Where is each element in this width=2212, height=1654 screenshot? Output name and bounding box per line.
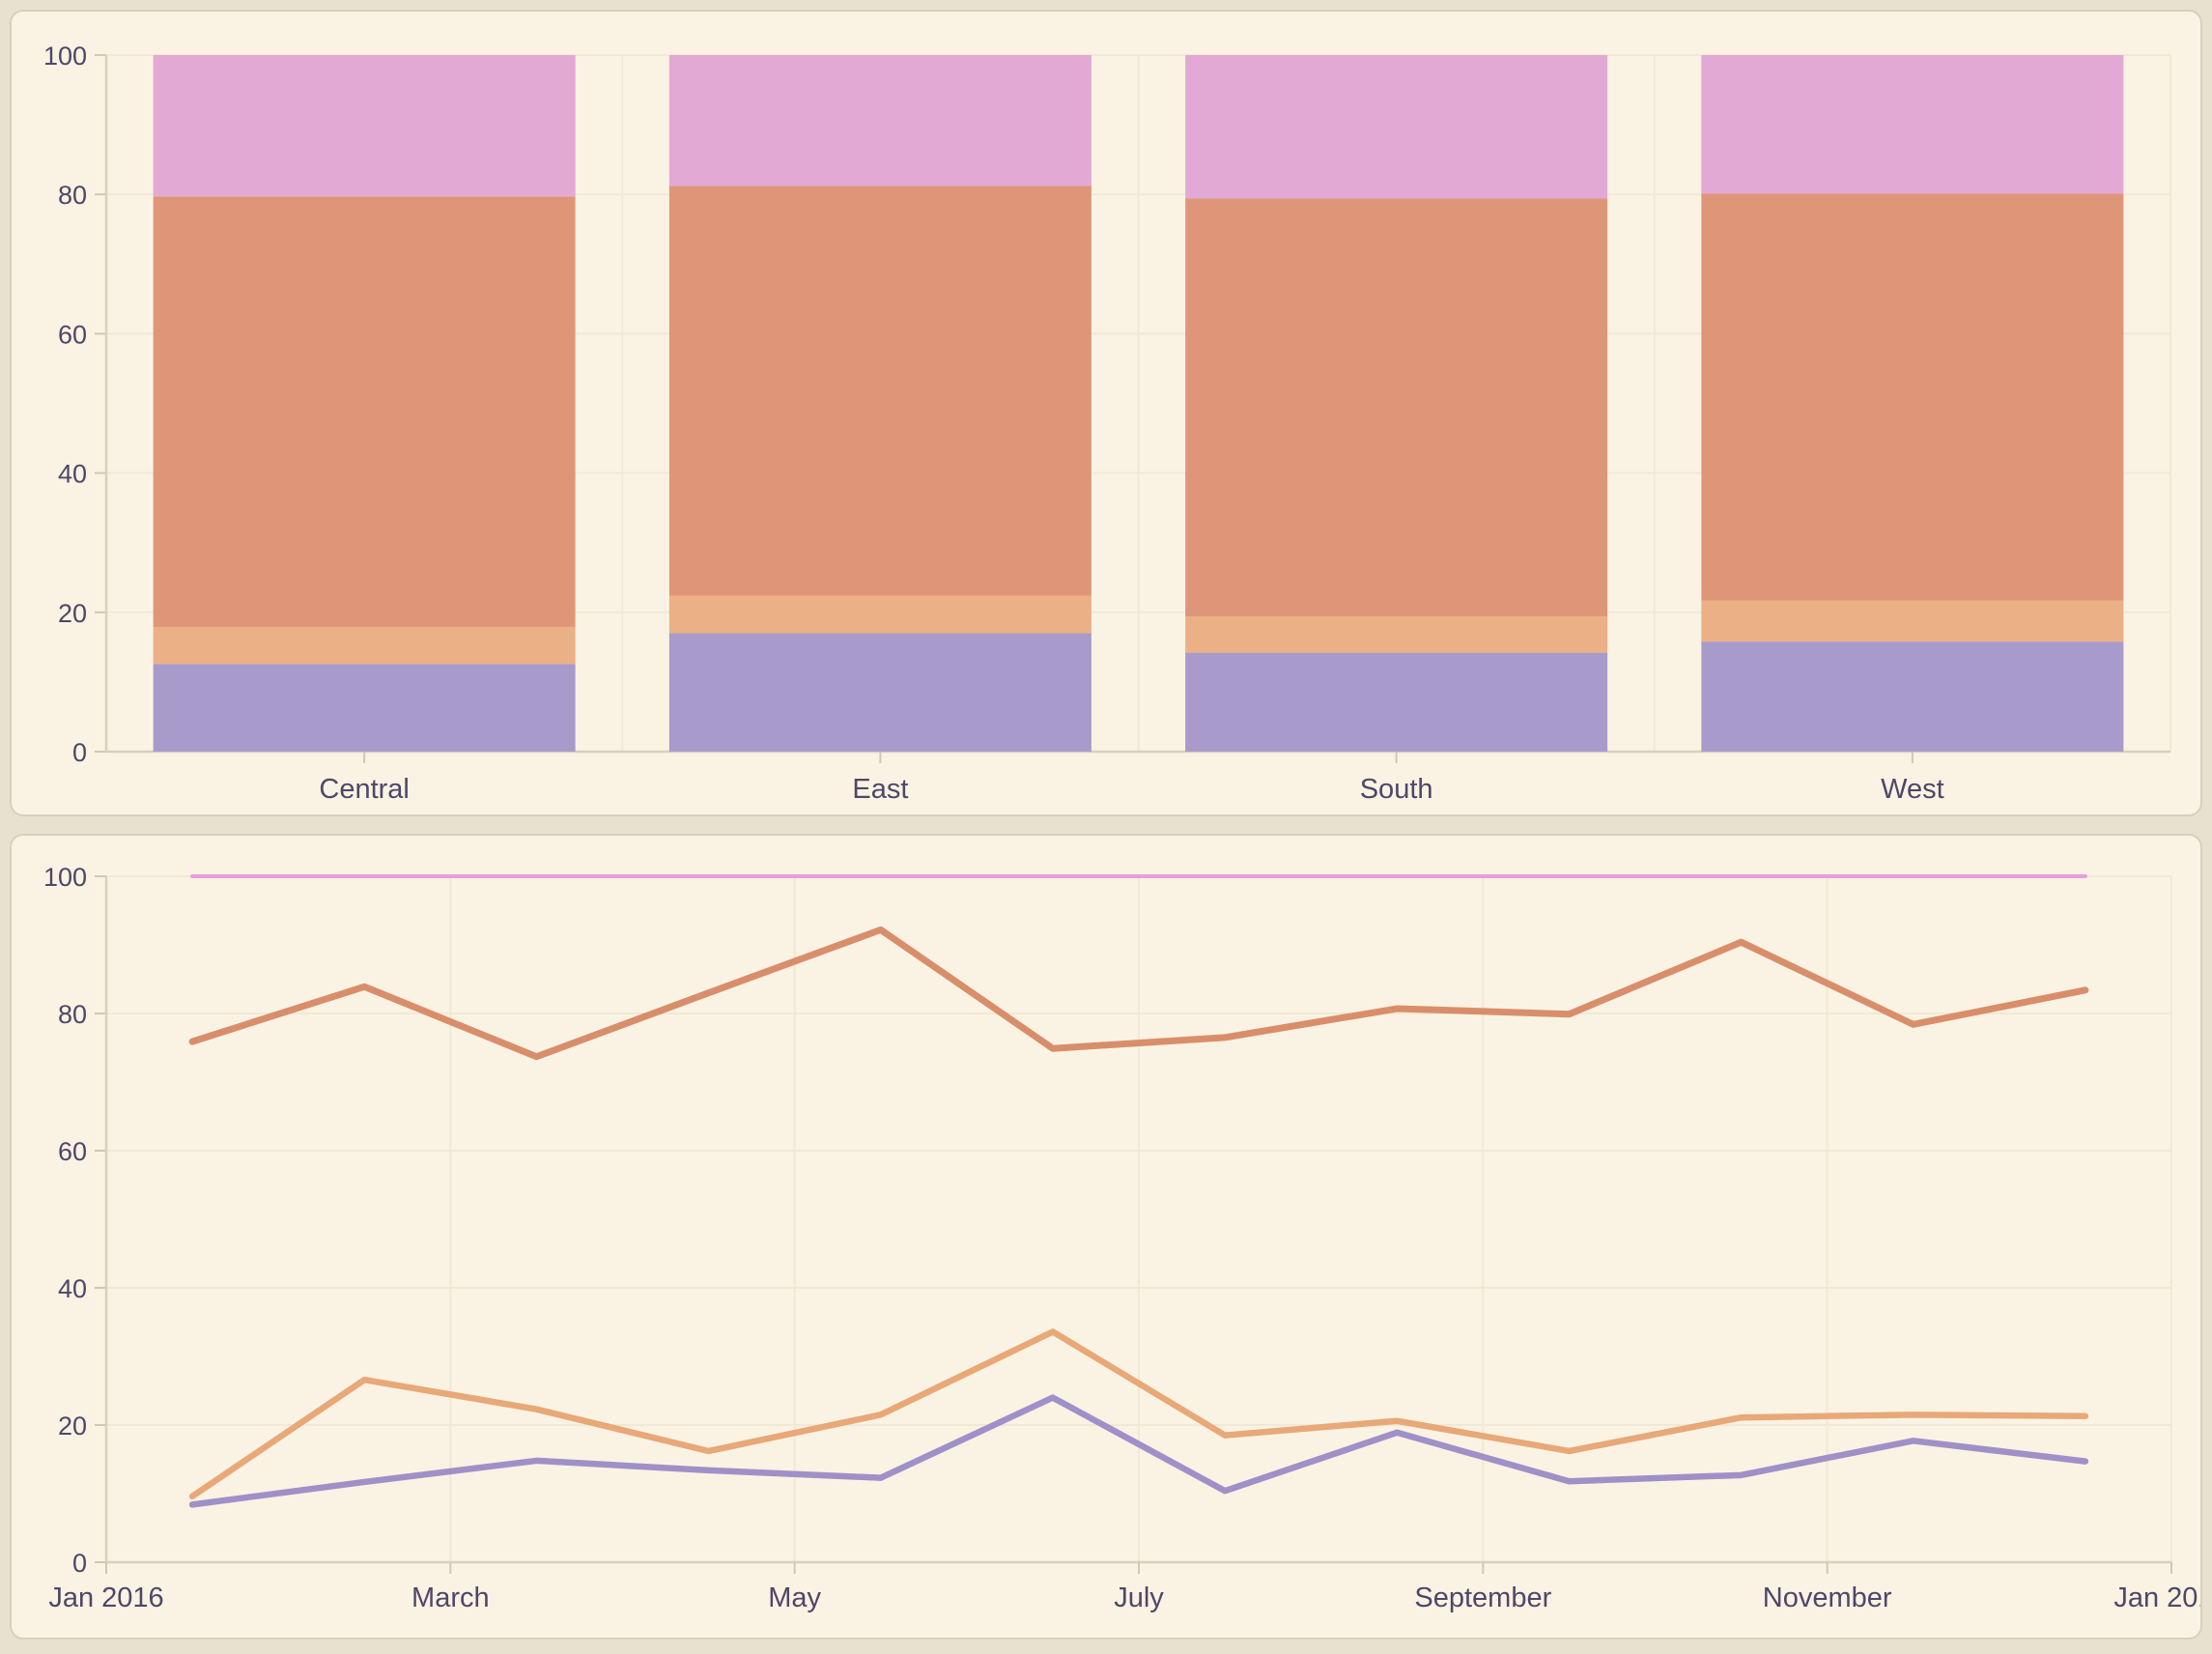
stacked-bar-chart-card: 0 20 40 60 80 100 Central East South West: [10, 10, 2202, 816]
bar-central-segment-pink[interactable]: [153, 55, 576, 197]
y-axis-label: 60: [58, 320, 87, 349]
x-axis-label-central: Central: [319, 774, 410, 805]
y-axis-label: 100: [43, 42, 87, 71]
y-axis-label: 40: [58, 460, 87, 489]
line-light-orange[interactable]: [188, 1328, 2089, 1500]
bar-south-segment-pink[interactable]: [1185, 55, 1608, 199]
y-axis-label: 60: [58, 1137, 87, 1166]
bar-central-segment-purple[interactable]: [153, 664, 576, 752]
y-axis-label: 0: [72, 1549, 87, 1578]
y-axis-label: 40: [58, 1274, 87, 1303]
x-axis-label: March: [411, 1583, 490, 1613]
y-axis-label: 80: [58, 181, 87, 210]
bar-west-segment-light-orange[interactable]: [1701, 600, 2124, 642]
bar-east-segment-pink[interactable]: [668, 55, 1092, 186]
y-axis-label: 100: [43, 863, 87, 892]
y-axis-label: 20: [58, 599, 87, 628]
x-axis-label-west: West: [1881, 774, 1944, 805]
bar-west-segment-salmon[interactable]: [1701, 193, 2124, 601]
x-axis-label: Jan 2017: [2113, 1583, 2202, 1613]
bar-east-segment-light-orange[interactable]: [668, 595, 1092, 634]
bar-south-segment-light-orange[interactable]: [1185, 616, 1608, 653]
bar-south-segment-purple[interactable]: [1185, 652, 1608, 752]
y-axis-label: 20: [58, 1412, 87, 1440]
x-axis-label: November: [1763, 1583, 1892, 1613]
x-axis-label: July: [1114, 1583, 1164, 1613]
x-axis-label: May: [768, 1583, 821, 1613]
bar-west-segment-pink[interactable]: [1701, 55, 2124, 194]
x-axis-label-south: South: [1360, 774, 1433, 805]
y-axis-label: 0: [72, 738, 87, 767]
line-salmon[interactable]: [188, 926, 2089, 1061]
bar-south-segment-salmon[interactable]: [1185, 198, 1608, 617]
bar-east-segment-salmon[interactable]: [668, 185, 1092, 596]
bar-central-segment-salmon[interactable]: [153, 196, 576, 627]
stacked-bar-chart: 0 20 40 60 80 100 Central East South West: [43, 42, 2171, 805]
x-axis-label-east: East: [852, 774, 908, 805]
x-axis-label: September: [1414, 1583, 1551, 1613]
bar-west-segment-purple[interactable]: [1701, 642, 2124, 752]
bar-central-segment-light-orange[interactable]: [153, 626, 576, 665]
bar-east-segment-purple[interactable]: [668, 633, 1092, 752]
line-purple[interactable]: [188, 1394, 2089, 1508]
line-chart-card: 0 20 40 60 80 100 Jan 2016 March May July Septembe…: [10, 834, 2202, 1640]
x-axis-label: Jan 2016: [48, 1583, 163, 1613]
y-axis-label: 80: [58, 1000, 87, 1029]
line-chart: 0 20 40 60 80 100 Jan 2016 March May July Septembe…: [43, 863, 2202, 1613]
